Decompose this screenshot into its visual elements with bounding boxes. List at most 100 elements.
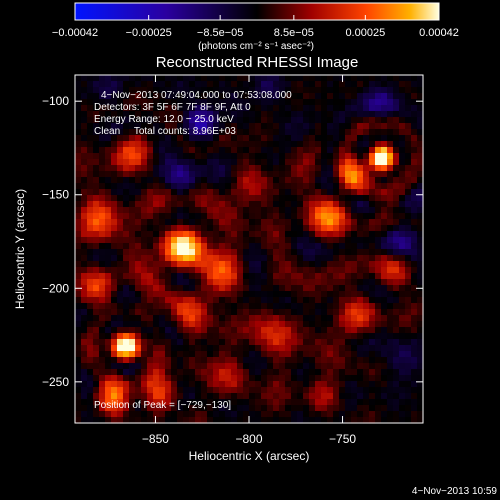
heatmap-pixel <box>261 219 268 226</box>
heatmap-pixel <box>213 339 220 346</box>
heatmap-pixel <box>411 219 418 226</box>
heatmap-pixel <box>255 93 262 100</box>
heatmap-pixel <box>417 231 424 238</box>
heatmap-pixel <box>309 261 316 268</box>
heatmap-pixel <box>159 411 166 418</box>
heatmap-pixel <box>189 237 196 244</box>
heatmap-pixel <box>387 375 394 382</box>
heatmap-pixel <box>183 357 190 364</box>
heatmap-pixel <box>75 93 82 100</box>
heatmap-pixel <box>159 387 166 394</box>
heatmap-pixel <box>291 225 298 232</box>
heatmap-pixel <box>117 207 124 214</box>
heatmap-pixel <box>123 375 130 382</box>
heatmap-pixel <box>207 111 214 118</box>
heatmap-pixel <box>141 249 148 256</box>
heatmap-pixel <box>255 387 262 394</box>
heatmap-pixel <box>87 75 94 82</box>
heatmap-pixel <box>267 369 274 376</box>
heatmap-pixel <box>141 207 148 214</box>
heatmap-pixel <box>243 351 250 358</box>
heatmap-pixel <box>231 327 238 334</box>
heatmap-pixel <box>159 309 166 316</box>
heatmap-pixel <box>357 255 364 262</box>
heatmap-pixel <box>99 357 106 364</box>
heatmap-pixel <box>315 393 322 400</box>
heatmap-pixel <box>255 345 262 352</box>
heatmap-pixel <box>327 135 334 142</box>
heatmap-pixel <box>387 345 394 352</box>
heatmap-pixel <box>405 273 412 280</box>
heatmap-pixel <box>93 177 100 184</box>
heatmap-pixel <box>375 375 382 382</box>
heatmap-pixel <box>345 99 352 106</box>
heatmap-pixel <box>207 381 214 388</box>
heatmap-pixel <box>351 81 358 88</box>
heatmap-pixel <box>93 297 100 304</box>
heatmap-pixel <box>333 285 340 292</box>
heatmap-pixel <box>147 321 154 328</box>
heatmap-pixel <box>195 213 202 220</box>
heatmap-pixel <box>417 345 424 352</box>
heatmap-pixel <box>153 171 160 178</box>
heatmap-pixel <box>243 99 250 106</box>
heatmap-pixel <box>213 321 220 328</box>
heatmap-pixel <box>219 231 226 238</box>
heatmap-pixel <box>171 393 178 400</box>
heatmap-pixel <box>141 99 148 106</box>
heatmap-pixel <box>375 237 382 244</box>
heatmap-pixel <box>387 315 394 322</box>
heatmap-pixel <box>165 159 172 166</box>
heatmap-pixel <box>183 309 190 316</box>
heatmap-pixel <box>303 321 310 328</box>
heatmap-pixel <box>297 153 304 160</box>
heatmap-pixel <box>309 111 316 118</box>
heatmap-pixel <box>177 267 184 274</box>
heatmap-pixel <box>315 111 322 118</box>
heatmap-pixel <box>135 117 142 124</box>
heatmap-pixel <box>213 393 220 400</box>
heatmap-pixel <box>135 339 142 346</box>
heatmap-pixel <box>231 363 238 370</box>
heatmap-pixel <box>87 117 94 124</box>
heatmap-pixel <box>129 345 136 352</box>
heatmap-pixel <box>285 75 292 82</box>
heatmap-pixel <box>219 261 226 268</box>
heatmap-pixel <box>171 213 178 220</box>
heatmap-pixel <box>267 273 274 280</box>
heatmap-pixel <box>87 303 94 310</box>
heatmap-pixel <box>393 405 400 412</box>
heatmap-pixel <box>81 159 88 166</box>
heatmap-pixel <box>315 297 322 304</box>
heatmap-pixel <box>141 267 148 274</box>
heatmap-pixel <box>255 183 262 190</box>
heatmap-pixel <box>351 195 358 202</box>
heatmap-pixel <box>297 321 304 328</box>
heatmap-pixel <box>75 381 82 388</box>
heatmap-pixel <box>273 417 280 424</box>
heatmap-pixel <box>171 387 178 394</box>
heatmap-pixel <box>153 105 160 112</box>
heatmap-pixel <box>87 219 94 226</box>
heatmap-pixel <box>345 165 352 172</box>
heatmap-pixel <box>153 363 160 370</box>
heatmap-pixel <box>111 213 118 220</box>
heatmap-pixel <box>381 375 388 382</box>
heatmap-pixel <box>141 171 148 178</box>
heatmap-pixel <box>345 321 352 328</box>
heatmap-pixel <box>93 249 100 256</box>
heatmap-pixel <box>351 93 358 100</box>
heatmap-pixel <box>147 267 154 274</box>
heatmap-pixel <box>117 87 124 94</box>
heatmap-pixel <box>117 405 124 412</box>
heatmap-pixel <box>105 333 112 340</box>
heatmap-pixel <box>255 291 262 298</box>
heatmap-pixel <box>369 273 376 280</box>
heatmap-pixel <box>405 249 412 256</box>
heatmap-pixel <box>333 309 340 316</box>
heatmap-pixel <box>111 81 118 88</box>
heatmap-pixel <box>273 141 280 148</box>
heatmap-pixel <box>411 345 418 352</box>
heatmap-pixel <box>159 183 166 190</box>
heatmap-pixel <box>123 177 130 184</box>
